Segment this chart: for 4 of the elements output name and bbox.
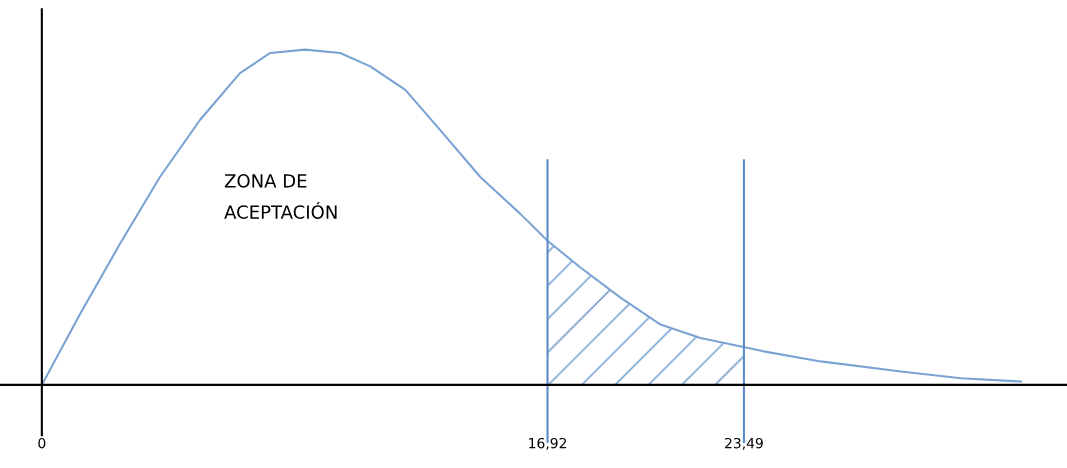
annotation: ZONA DE ACEPTACIÓN bbox=[224, 174, 337, 219]
x-tick-label: 0 bbox=[38, 437, 46, 449]
x-tick-label: 23,49 bbox=[725, 437, 763, 450]
x-tick-label: 16,92 bbox=[529, 437, 567, 450]
